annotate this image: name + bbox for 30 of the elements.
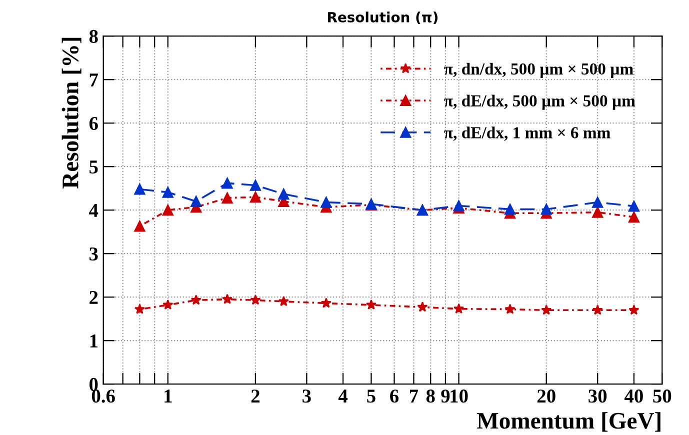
chart-title: Resolution (π) [328,12,438,24]
y-tick-label: 7 [90,74,98,86]
x-tick-label: 20 [537,390,556,403]
x-tick-label: 10 [450,390,468,403]
y-tick-label: 3 [90,247,98,261]
y-tick-label: 0 [90,378,98,392]
x-tick-label: 8 [426,390,435,403]
y-tick-label: 4 [89,204,98,217]
x-tick-label: 2 [251,390,260,402]
x-tick-label: 7 [410,390,418,402]
legend-label: π, dE/dx, 1 mm × 6 mm [444,126,610,141]
y-tick-label: 5 [90,160,98,174]
x-tick-label: 40 [624,390,643,403]
x-tick-label: 9 [441,390,450,403]
legend-label: π, dn/dx, 500 µm × 500 µm [444,62,634,78]
y-tick-label: 8 [89,30,98,44]
y-tick-label: 6 [89,116,98,130]
y-axis-title: Resolution [%] [62,38,82,189]
legend-label: π, dE/dx, 500 µm × 500 µm [444,94,636,110]
x-tick-label: 50 [653,390,672,403]
y-tick-label: 2 [90,290,98,304]
x-tick-label: 0.6 [92,390,115,403]
x-tick-label: 4 [338,390,348,402]
x-tick-label: 5 [367,390,376,403]
x-axis-title: Momentum [GeV] [476,412,660,432]
x-tick-label: 3 [302,390,311,403]
x-tick-label: 30 [588,390,607,403]
y-tick-label: 1 [90,334,98,348]
x-tick-label: 1 [164,390,172,402]
x-tick-label: 6 [390,390,399,403]
